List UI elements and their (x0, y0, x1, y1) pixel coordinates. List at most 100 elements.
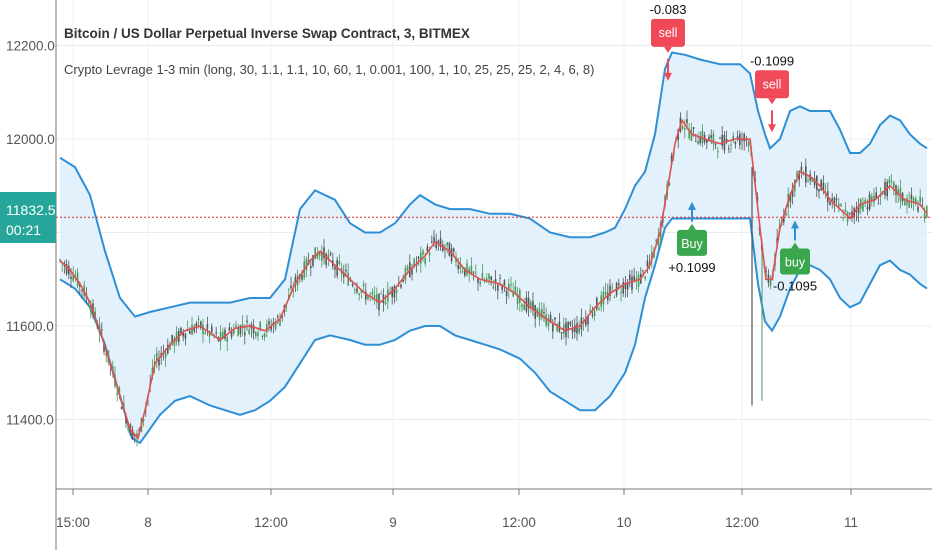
candle-body (486, 278, 488, 282)
candle-body (127, 425, 129, 431)
candle (820, 179, 822, 191)
candle-body (360, 289, 363, 293)
signal-value: +0.1099 (668, 260, 715, 275)
candle-body (294, 277, 297, 285)
candle (244, 324, 246, 345)
trade-signals: -0.083 sell Buy +0.1099 -0.1099 sell buy -0.109… (650, 2, 817, 294)
x-tick-label: 9 (389, 515, 397, 530)
signal-value: -0.1099 (750, 53, 794, 68)
candle (417, 255, 420, 266)
candle-body (521, 304, 523, 308)
candle (519, 287, 521, 312)
candle-body (180, 327, 182, 334)
candle-body (426, 246, 429, 252)
candle-body (479, 281, 481, 284)
candle-body (842, 217, 844, 219)
candle (327, 249, 330, 267)
candle-body (919, 196, 921, 203)
candle (237, 323, 239, 337)
candle (576, 315, 578, 341)
candle (730, 141, 732, 153)
candle (532, 292, 534, 317)
candle-body (908, 200, 910, 208)
candle (732, 131, 734, 144)
candle-body (734, 141, 737, 145)
candle-body (866, 207, 869, 210)
x-axis-ticks[interactable]: 15:00 8 12:00 9 12:00 10 12:00 11 (56, 489, 858, 530)
y-axis-ticks[interactable]: 12200.0 12000.0 11600.0 11400.0 (6, 39, 55, 428)
candle-body (120, 406, 123, 410)
candle (512, 282, 514, 297)
candle-body (721, 134, 723, 146)
candle-body (497, 284, 499, 291)
candle (719, 136, 721, 139)
candle-body (549, 315, 552, 323)
candle (281, 315, 283, 322)
candle-body (189, 330, 191, 334)
candle-body (785, 213, 787, 215)
candle-body (327, 254, 330, 259)
candle-body (224, 329, 226, 339)
candle (376, 287, 378, 309)
candle-body (516, 294, 519, 305)
candle-body (266, 323, 268, 333)
buy-marker (780, 248, 810, 275)
candle (571, 319, 574, 339)
candle (844, 202, 847, 213)
candle-body (833, 197, 836, 206)
candle (629, 270, 631, 288)
candle-body (589, 309, 591, 312)
candle-body (468, 268, 470, 273)
candle-body (305, 258, 308, 271)
candle (439, 230, 442, 251)
candle-body (857, 206, 860, 214)
candle-body (356, 288, 358, 293)
candle-body (534, 305, 536, 319)
candle (516, 287, 519, 310)
candle-body (875, 192, 877, 199)
candle-body (501, 285, 503, 290)
candle-body (488, 273, 490, 279)
candle-body (142, 419, 145, 422)
candle (156, 346, 158, 369)
candle-body (424, 258, 426, 264)
candle-body (290, 285, 292, 289)
candle-body (175, 331, 178, 342)
candle-body (208, 331, 211, 337)
candle-body (695, 141, 697, 143)
candle-body (235, 325, 237, 327)
candle-body (541, 309, 543, 319)
candle-body (158, 359, 160, 366)
sell-marker-pointer (664, 46, 672, 53)
candle (895, 184, 897, 204)
candle-body (728, 148, 730, 150)
candle (437, 239, 440, 251)
signal-value: -0.1095 (773, 279, 817, 294)
candle (268, 317, 270, 332)
candle-body (433, 237, 435, 244)
candle-body (413, 258, 415, 268)
candle-body (204, 332, 206, 334)
sell-signal: -0.1099 sell (750, 53, 794, 133)
candle-body (831, 198, 833, 201)
candle-body (494, 278, 497, 284)
candle-body (820, 179, 822, 191)
candle-body (195, 323, 198, 328)
candle (547, 313, 550, 332)
candle (622, 277, 624, 297)
candle-body (829, 201, 831, 205)
candle-body (864, 199, 866, 203)
candle-body (411, 269, 413, 275)
candle (745, 135, 748, 147)
candle-body (105, 352, 107, 356)
buy-marker-pointer (688, 223, 696, 230)
candle (261, 334, 264, 340)
indicator-legend[interactable]: Crypto Levrage 1-3 min (long, 30, 1.1, 1… (64, 62, 594, 77)
x-tick-label: 12:00 (502, 515, 536, 530)
y-tick-label: 11400.0 (6, 413, 54, 428)
candle (224, 327, 226, 342)
candle-body (593, 310, 596, 316)
candle (919, 188, 921, 207)
candle-body (400, 284, 402, 288)
